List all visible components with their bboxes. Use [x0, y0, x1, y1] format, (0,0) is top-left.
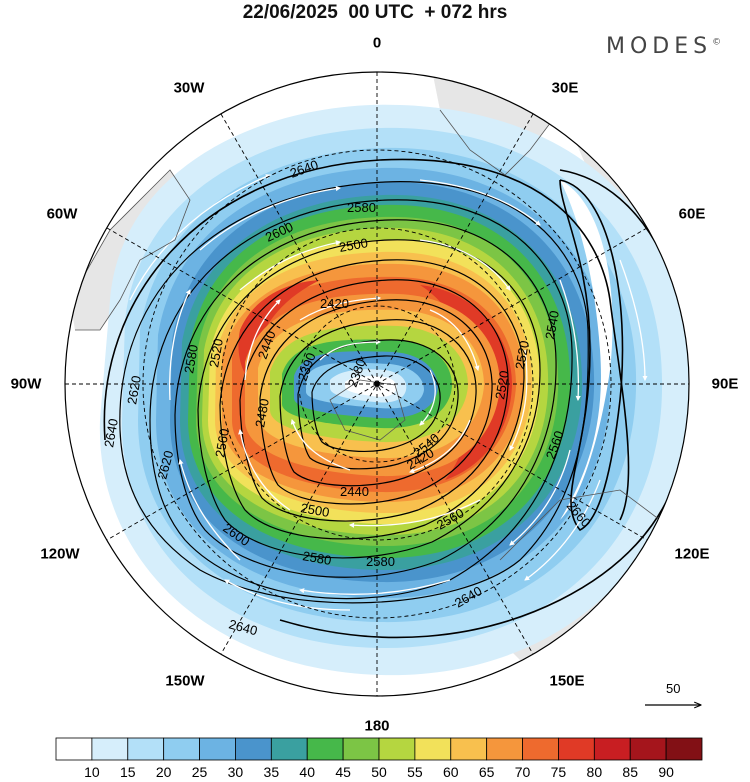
colorbar-swatch — [270, 737, 308, 761]
contour-label: 2520 — [492, 369, 512, 400]
contour-label: 2620 — [154, 449, 176, 481]
brand-name: MODES — [606, 34, 713, 59]
contour-label: 2580 — [181, 343, 201, 374]
colorbar-tick: 50 — [371, 764, 387, 780]
colorbar-tick: 80 — [586, 764, 603, 780]
lon-label-60e: 60E — [678, 205, 706, 223]
colorbar-swatch — [199, 737, 236, 761]
contour-label: 2580 — [347, 200, 376, 215]
lon-label-120w: 120W — [40, 545, 80, 563]
colorbar-tick: 10 — [84, 764, 100, 780]
colorbar-tick: 15 — [119, 764, 136, 780]
map-title: 22/06/2025 00 UTC + 072 hrs — [242, 2, 508, 23]
lon-label-30e: 30E — [551, 79, 579, 97]
contour-label: 2560 — [212, 427, 232, 458]
colorbar-swatch — [55, 737, 93, 761]
lon-label-30w: 30W — [173, 79, 205, 97]
lon-label-0: 0 — [372, 34, 382, 52]
brand-mark: © — [712, 37, 722, 48]
colorbar-swatch — [665, 737, 703, 761]
colorbar-swatch — [486, 737, 523, 761]
colorbar-tick: 90 — [658, 764, 674, 780]
contour-label: 2420 — [320, 296, 349, 311]
contour-label: 2640 — [101, 417, 121, 448]
lon-label-90e: 90E — [711, 375, 739, 393]
contour-label: 2520 — [512, 339, 532, 370]
colorbar-swatch — [91, 737, 129, 761]
colorbar-tick: 60 — [442, 764, 459, 780]
contour-label: 2480 — [252, 397, 272, 428]
colorbar-swatch — [414, 737, 452, 761]
colorbar-swatch — [522, 737, 559, 761]
contour-label: 2580 — [301, 548, 332, 568]
colorbar-swatch — [235, 737, 272, 761]
contour-label: 2580 — [366, 554, 395, 569]
pole-marker — [374, 381, 380, 387]
colorbar-tick: 65 — [478, 764, 495, 780]
contour-label: 2440 — [340, 484, 369, 499]
lon-label-120e: 120E — [674, 545, 710, 563]
contour-label: 2620 — [124, 374, 144, 405]
colorbar-tick: 85 — [622, 764, 639, 780]
contour-label: 2640 — [227, 616, 259, 638]
colorbar-tick: 75 — [550, 764, 567, 780]
contour-label: 2520 — [206, 337, 226, 368]
lon-label-90w: 90W — [10, 375, 42, 393]
colorbar-swatch — [306, 737, 344, 761]
colorbar-tick: 20 — [155, 764, 172, 780]
colorbar-swatch — [558, 737, 595, 761]
reference-vector-label: 50 — [666, 681, 681, 696]
contour-label: 2540 — [542, 309, 562, 340]
colorbar-tick: 40 — [299, 764, 316, 780]
wind-speed-shading — [99, 104, 689, 676]
colorbar-swatch — [378, 737, 416, 761]
colorbar-swatch — [450, 737, 488, 761]
contour-label: 2500 — [338, 235, 369, 255]
colorbar-swatch — [127, 737, 165, 761]
colorbar-swatch — [593, 737, 631, 761]
lon-label-150w: 150W — [165, 672, 205, 690]
colorbar-tick: 30 — [227, 764, 244, 780]
colorbar — [55, 737, 703, 761]
contour-label: 2500 — [299, 500, 330, 520]
colorbar-tick: 45 — [335, 764, 351, 780]
lon-label-180: 180 — [364, 717, 390, 735]
lon-label-60w: 60W — [46, 205, 78, 223]
colorbar-tick: 35 — [263, 764, 280, 780]
colorbar-swatch — [342, 737, 380, 761]
colorbar-swatch — [163, 737, 200, 761]
colorbar-tick: 55 — [407, 764, 423, 780]
colorbar-tick: 70 — [514, 764, 531, 780]
colorbar-tick: 25 — [191, 764, 208, 780]
colorbar-swatch — [629, 737, 667, 761]
lon-label-150e: 150E — [549, 672, 585, 690]
map-border — [64, 71, 690, 697]
brand-logo: MODES© — [606, 34, 721, 59]
wind-streamlines — [129, 174, 648, 611]
